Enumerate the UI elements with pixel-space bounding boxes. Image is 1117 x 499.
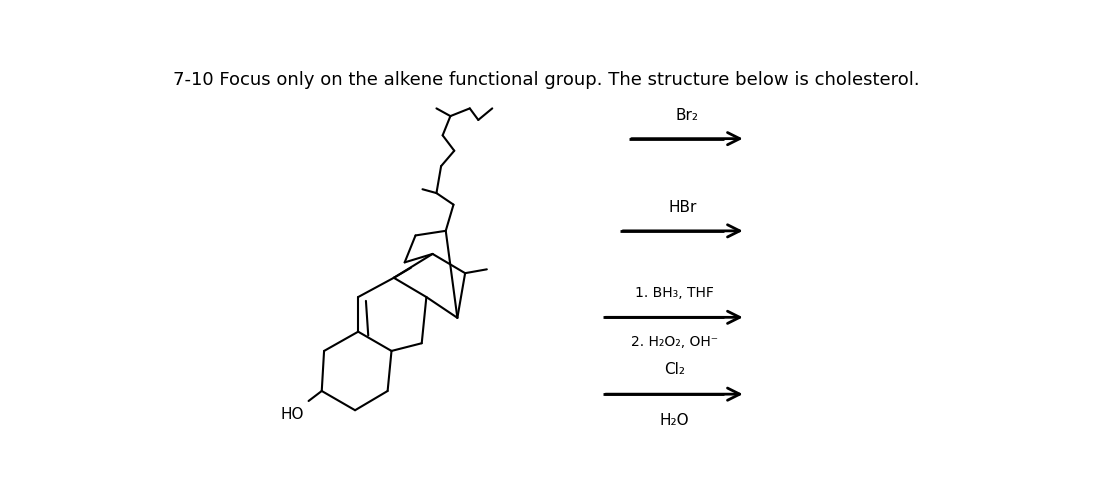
Text: 1. BH₃, THF: 1. BH₃, THF xyxy=(634,286,714,300)
Text: Br₂: Br₂ xyxy=(676,108,698,123)
Text: HO: HO xyxy=(280,407,304,422)
Text: 7-10 Focus only on the alkene functional group. The structure below is cholester: 7-10 Focus only on the alkene functional… xyxy=(173,71,919,89)
Text: HBr: HBr xyxy=(669,201,697,216)
Text: 2. H₂O₂, OH⁻: 2. H₂O₂, OH⁻ xyxy=(631,335,718,349)
Text: Cl₂: Cl₂ xyxy=(663,362,685,377)
Text: H₂O: H₂O xyxy=(659,413,689,428)
